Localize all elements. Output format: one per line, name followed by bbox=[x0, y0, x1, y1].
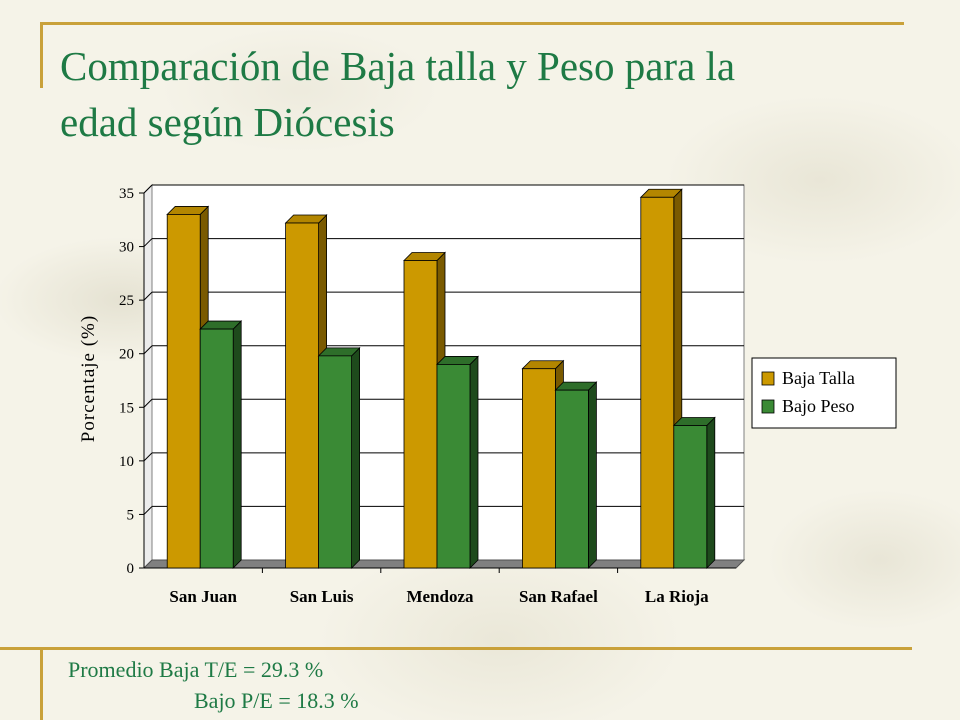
legend-label-bajo-peso: Bajo Peso bbox=[782, 396, 855, 416]
slide-title: Comparación de Baja talla y Peso para la… bbox=[60, 38, 920, 150]
gridline-depth-20 bbox=[143, 345, 153, 355]
bar-bajo-peso-san-luis bbox=[318, 355, 353, 569]
x-tick-label-san-juan: San Juan bbox=[169, 587, 237, 606]
bottom-rule bbox=[0, 647, 912, 650]
y-tick-label-0: 0 bbox=[127, 561, 135, 577]
gridline-depth-35 bbox=[143, 184, 153, 194]
bar-bajo-peso-san-rafael bbox=[555, 389, 589, 569]
title-line-2: edad según Diócesis bbox=[60, 99, 395, 145]
x-tick-label-san-luis: San Luis bbox=[290, 587, 354, 606]
y-tick-label-15: 15 bbox=[119, 400, 134, 416]
bar-side-bajo-peso-la-rioja bbox=[706, 416, 716, 569]
gridline-depth-30 bbox=[143, 238, 153, 247]
y-axis-label: Porcentaje (%) bbox=[78, 315, 99, 442]
gridline-depth-5 bbox=[143, 506, 153, 515]
top-left-rule bbox=[40, 22, 43, 88]
legend-swatch-bajo-peso bbox=[761, 399, 775, 414]
bottom-left-rule bbox=[40, 647, 43, 720]
bar-bajo-peso-la-rioja bbox=[673, 425, 708, 569]
top-rule bbox=[40, 22, 904, 25]
bar-bajo-peso-san-juan bbox=[199, 328, 234, 569]
gridline-depth-10 bbox=[143, 452, 153, 462]
bar-baja-talla-la-rioja bbox=[640, 196, 675, 569]
bar-side-bajo-peso-san-rafael bbox=[588, 381, 597, 569]
gridline-depth-25 bbox=[143, 291, 153, 301]
y-tick-label-30: 30 bbox=[119, 240, 134, 256]
title-line-1: Comparación de Baja talla y Peso para la bbox=[60, 43, 736, 89]
average-bajo-peso: Bajo P/E = 18.3 % bbox=[194, 688, 359, 713]
average-baja-talla: Promedio Baja T/E = 29.3 % bbox=[68, 657, 324, 682]
legend-box bbox=[751, 357, 897, 429]
bar-side-bajo-peso-san-juan bbox=[232, 320, 242, 569]
bar-baja-talla-san-luis bbox=[285, 222, 320, 569]
bar-baja-talla-mendoza bbox=[403, 260, 438, 569]
y-tick-label-10: 10 bbox=[119, 454, 134, 470]
footer-averages: Promedio Baja T/E = 29.3 % Bajo P/E = 18… bbox=[68, 654, 359, 716]
bar-baja-talla-san-rafael bbox=[522, 368, 556, 569]
gridline-depth-15 bbox=[143, 398, 153, 408]
y-tick-label-25: 25 bbox=[119, 293, 134, 309]
bar-chart: 0 5 10 15 20 25 30 35 San Juan San Luis Mendoza San… bbox=[78, 183, 897, 606]
bar-side-bajo-peso-san-luis bbox=[351, 346, 361, 569]
y-tick-label-5: 5 bbox=[127, 507, 135, 523]
bar-baja-talla-san-juan bbox=[166, 214, 201, 569]
y-tick-label-20: 20 bbox=[119, 347, 134, 363]
legend-label-baja-talla: Baja Talla bbox=[782, 368, 855, 388]
y-tick-label-35: 35 bbox=[119, 186, 134, 202]
x-tick-label-mendoza: Mendoza bbox=[406, 587, 474, 606]
x-tick-label-san-rafael: San Rafael bbox=[519, 587, 598, 606]
legend-swatch-baja-talla bbox=[761, 371, 775, 386]
x-tick-label-la-rioja: La Rioja bbox=[645, 587, 709, 606]
bar-bajo-peso-mendoza bbox=[436, 364, 471, 569]
bar-side-bajo-peso-mendoza bbox=[469, 355, 479, 569]
